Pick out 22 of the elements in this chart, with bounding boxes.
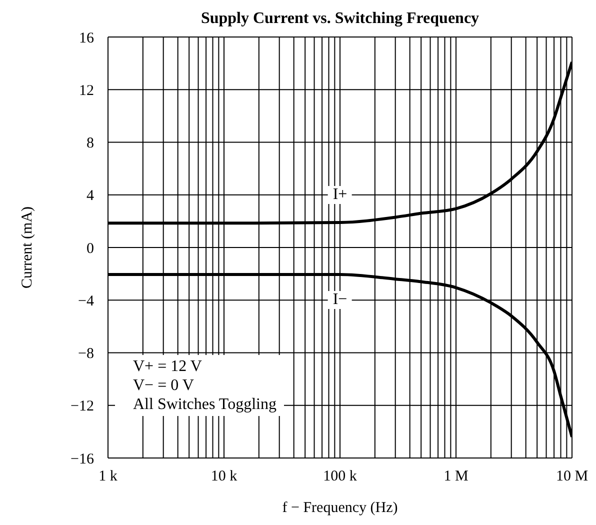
x-axis-title: f − Frequency (Hz) <box>282 500 398 516</box>
y-tick-label: 4 <box>86 188 94 204</box>
x-tick-label: 10 k <box>210 468 238 485</box>
y-tick-label: 8 <box>86 136 94 152</box>
chart-title: Supply Current vs. Switching Frequency <box>200 10 480 28</box>
annotation: I− <box>328 291 352 310</box>
annotation: I+ <box>328 186 352 204</box>
y-tick-label: 16 <box>79 30 94 46</box>
annotation: V+ = 12 V <box>133 356 203 376</box>
y-tick-label: −16 <box>70 451 94 468</box>
annotation: All Switches Toggling <box>133 394 276 414</box>
x-tick-label: 10 M <box>556 468 588 485</box>
y-tick-label: −8 <box>78 346 94 362</box>
x-tick-label: 100 k <box>323 468 358 485</box>
x-tick-label: 1 k <box>98 468 118 485</box>
annotation: V− = 0 V <box>133 376 195 395</box>
y-tick-label: 0 <box>86 240 94 257</box>
y-tick-label: −12 <box>70 398 94 415</box>
y-tick-label: 12 <box>79 82 94 99</box>
x-tick-label: 1 M <box>444 468 468 485</box>
y-tick-label: −4 <box>78 293 94 310</box>
y-axis-title: Current (mA) <box>19 206 36 289</box>
